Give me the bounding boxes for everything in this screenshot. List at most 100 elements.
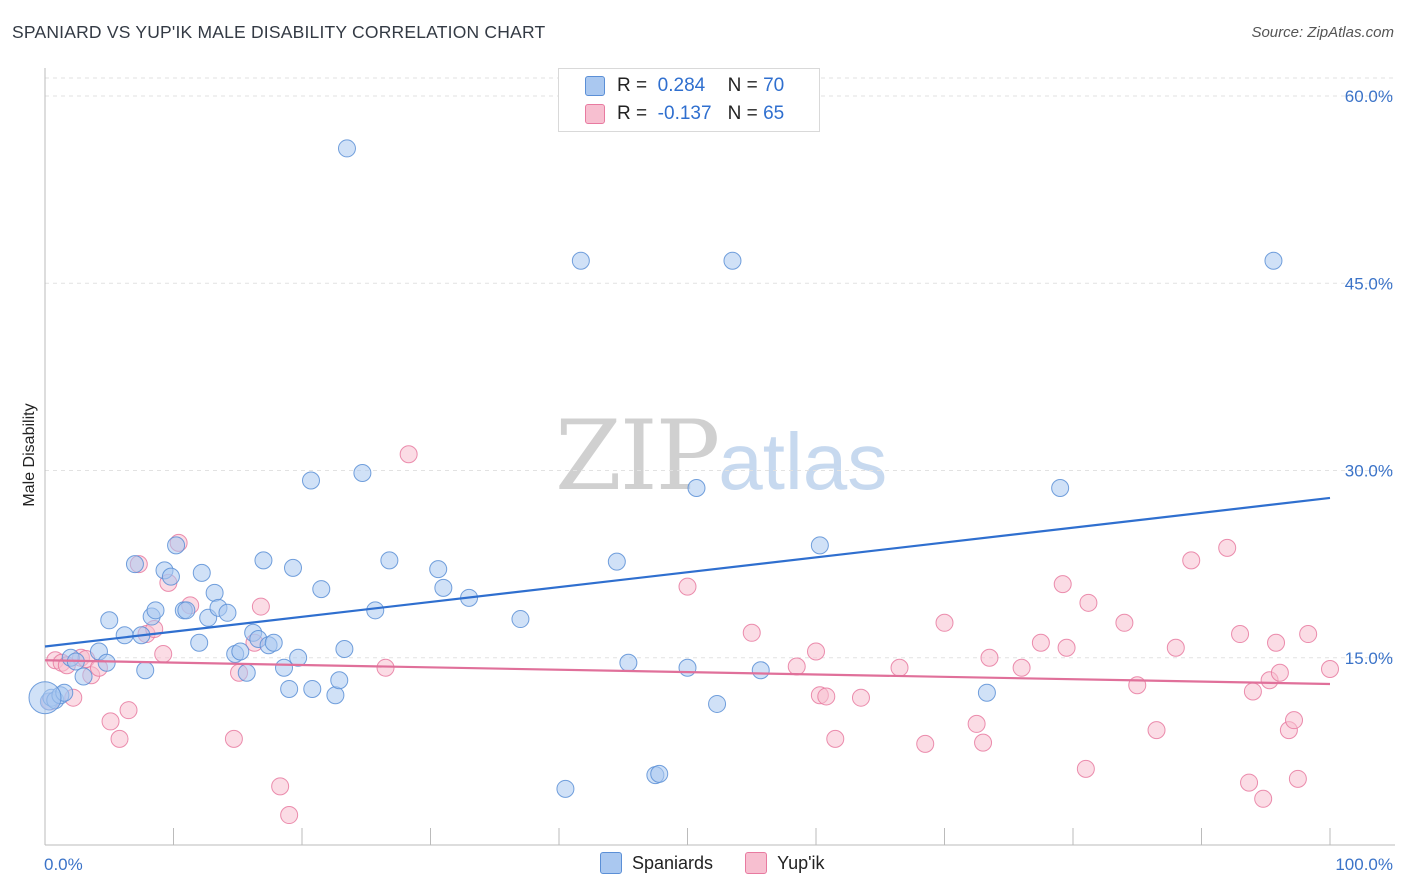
point-spaniards[interactable] bbox=[161, 567, 180, 586]
point-spaniards[interactable] bbox=[1051, 478, 1070, 497]
point-yupik[interactable] bbox=[742, 623, 761, 642]
point-yupik[interactable] bbox=[1299, 625, 1318, 644]
point-yupik[interactable] bbox=[851, 688, 870, 707]
point-yupik[interactable] bbox=[967, 714, 986, 733]
point-yupik[interactable] bbox=[817, 687, 836, 706]
point-yupik[interactable] bbox=[1182, 551, 1201, 570]
point-spaniards[interactable] bbox=[723, 251, 742, 270]
point-yupik[interactable] bbox=[1321, 659, 1339, 678]
point-spaniards[interactable] bbox=[136, 661, 155, 680]
point-yupik[interactable] bbox=[1218, 538, 1237, 557]
point-spaniards[interactable] bbox=[231, 642, 250, 661]
point-spaniards[interactable] bbox=[303, 679, 322, 698]
point-spaniards[interactable] bbox=[275, 658, 294, 677]
point-yupik[interactable] bbox=[787, 657, 806, 676]
point-yupik[interactable] bbox=[1231, 625, 1250, 644]
point-spaniards[interactable] bbox=[289, 648, 308, 667]
point-spaniards[interactable] bbox=[167, 536, 186, 555]
point-yupik[interactable] bbox=[974, 733, 993, 752]
point-spaniards[interactable] bbox=[380, 551, 399, 570]
point-yupik[interactable] bbox=[271, 777, 290, 796]
point-yupik[interactable] bbox=[119, 701, 138, 720]
point-yupik[interactable] bbox=[826, 729, 845, 748]
point-spaniards[interactable] bbox=[218, 603, 237, 622]
point-yupik[interactable] bbox=[1243, 682, 1262, 701]
point-yupik[interactable] bbox=[280, 806, 299, 825]
point-spaniards[interactable] bbox=[708, 694, 727, 713]
point-spaniards[interactable] bbox=[1264, 251, 1283, 270]
point-spaniards[interactable] bbox=[115, 626, 134, 645]
point-yupik[interactable] bbox=[251, 597, 270, 616]
point-yupik[interactable] bbox=[1031, 633, 1050, 652]
point-yupik[interactable] bbox=[1012, 658, 1031, 677]
point-yupik[interactable] bbox=[224, 729, 243, 748]
point-spaniards[interactable] bbox=[678, 658, 697, 677]
point-spaniards[interactable] bbox=[977, 683, 996, 702]
point-spaniards[interactable] bbox=[284, 558, 303, 577]
point-yupik[interactable] bbox=[1254, 789, 1273, 808]
point-yupik[interactable] bbox=[890, 658, 909, 677]
point-spaniards[interactable] bbox=[125, 555, 144, 574]
point-spaniards[interactable] bbox=[264, 633, 283, 652]
point-yupik[interactable] bbox=[1076, 759, 1095, 778]
point-yupik[interactable] bbox=[980, 648, 999, 667]
point-spaniards[interactable] bbox=[326, 686, 345, 705]
point-spaniards[interactable] bbox=[100, 611, 119, 630]
point-spaniards[interactable] bbox=[810, 536, 829, 555]
point-yupik[interactable] bbox=[1285, 711, 1304, 730]
point-yupik[interactable] bbox=[935, 613, 954, 632]
point-yupik[interactable] bbox=[1166, 638, 1185, 657]
point-yupik[interactable] bbox=[916, 734, 935, 753]
point-yupik[interactable] bbox=[1053, 575, 1072, 594]
correlation-legend: R = 0.284 N = 70 R = -0.137 N = 65 bbox=[558, 68, 820, 132]
point-spaniards[interactable] bbox=[751, 661, 770, 680]
point-yupik[interactable] bbox=[399, 445, 418, 464]
point-spaniards[interactable] bbox=[687, 478, 706, 497]
x-tick-label-max: 100.0% bbox=[1335, 855, 1393, 874]
point-spaniards[interactable] bbox=[335, 640, 354, 659]
point-spaniards[interactable] bbox=[434, 578, 453, 597]
point-yupik[interactable] bbox=[807, 642, 825, 661]
point-spaniards[interactable] bbox=[619, 653, 638, 672]
point-spaniards[interactable] bbox=[571, 251, 590, 270]
point-spaniards[interactable] bbox=[74, 667, 93, 686]
y-tick-label: 60.0% bbox=[1345, 87, 1393, 106]
point-spaniards[interactable] bbox=[146, 601, 165, 620]
point-yupik[interactable] bbox=[1147, 721, 1166, 740]
point-spaniards[interactable] bbox=[312, 580, 331, 599]
point-spaniards[interactable] bbox=[28, 681, 62, 715]
point-spaniards[interactable] bbox=[353, 463, 372, 482]
point-yupik[interactable] bbox=[154, 645, 173, 664]
legend-item-spaniards[interactable]: Spaniards bbox=[600, 852, 713, 874]
point-spaniards[interactable] bbox=[190, 633, 209, 652]
point-spaniards[interactable] bbox=[301, 471, 320, 490]
point-yupik[interactable] bbox=[1079, 593, 1098, 612]
point-spaniards[interactable] bbox=[366, 601, 385, 620]
legend-item-yupik[interactable]: Yup'ik bbox=[745, 852, 825, 874]
point-spaniards[interactable] bbox=[205, 583, 224, 602]
point-spaniards[interactable] bbox=[511, 610, 530, 629]
point-yupik[interactable] bbox=[1240, 773, 1259, 792]
point-spaniards[interactable] bbox=[337, 139, 356, 158]
point-spaniards[interactable] bbox=[254, 551, 273, 570]
point-spaniards[interactable] bbox=[429, 560, 448, 579]
point-yupik[interactable] bbox=[1267, 633, 1286, 652]
point-spaniards[interactable] bbox=[330, 671, 349, 690]
trend-line-yupik bbox=[44, 659, 1331, 686]
legend-swatch-yupik bbox=[745, 852, 768, 874]
point-spaniards[interactable] bbox=[177, 601, 196, 620]
point-yupik[interactable] bbox=[101, 712, 120, 731]
point-yupik[interactable] bbox=[1270, 663, 1289, 682]
point-spaniards[interactable] bbox=[556, 779, 575, 798]
point-spaniards[interactable] bbox=[97, 653, 116, 672]
point-spaniards[interactable] bbox=[280, 679, 299, 698]
point-yupik[interactable] bbox=[110, 729, 129, 748]
point-spaniards[interactable] bbox=[192, 563, 211, 582]
point-spaniards[interactable] bbox=[650, 764, 669, 783]
point-yupik[interactable] bbox=[1057, 638, 1076, 657]
point-yupik[interactable] bbox=[1288, 769, 1307, 788]
point-spaniards[interactable] bbox=[237, 663, 256, 682]
point-yupik[interactable] bbox=[678, 577, 697, 596]
point-yupik[interactable] bbox=[1115, 613, 1134, 632]
point-spaniards[interactable] bbox=[607, 552, 626, 571]
